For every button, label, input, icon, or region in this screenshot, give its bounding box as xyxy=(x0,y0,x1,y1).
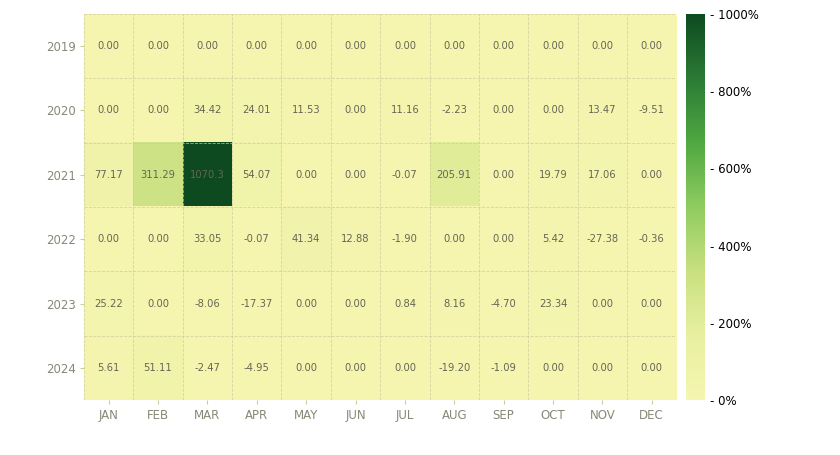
Text: 0.00: 0.00 xyxy=(246,41,268,51)
Text: 0.00: 0.00 xyxy=(394,363,416,373)
Text: 205.91: 205.91 xyxy=(437,170,472,180)
Text: 0.00: 0.00 xyxy=(344,299,366,308)
Text: 0.00: 0.00 xyxy=(147,299,169,308)
Text: 0.00: 0.00 xyxy=(492,41,515,51)
Text: -0.07: -0.07 xyxy=(244,234,270,244)
Text: 1070.3: 1070.3 xyxy=(190,170,225,180)
Text: 33.05: 33.05 xyxy=(193,234,222,244)
Text: 41.34: 41.34 xyxy=(292,234,320,244)
Text: 0.00: 0.00 xyxy=(641,299,663,308)
Text: 0.00: 0.00 xyxy=(492,234,515,244)
Text: 5.42: 5.42 xyxy=(542,234,564,244)
Text: 17.06: 17.06 xyxy=(588,170,617,180)
Text: -9.51: -9.51 xyxy=(638,106,664,115)
Text: 23.34: 23.34 xyxy=(538,299,567,308)
Text: -27.38: -27.38 xyxy=(586,234,618,244)
Text: 25.22: 25.22 xyxy=(94,299,123,308)
Text: 0.00: 0.00 xyxy=(641,41,663,51)
Text: -2.47: -2.47 xyxy=(195,363,220,373)
Text: 0.00: 0.00 xyxy=(542,41,564,51)
Text: 54.07: 54.07 xyxy=(243,170,271,180)
Text: 0.00: 0.00 xyxy=(492,170,515,180)
Text: 0.00: 0.00 xyxy=(197,41,218,51)
Text: 0.00: 0.00 xyxy=(492,106,515,115)
Text: -1.90: -1.90 xyxy=(392,234,417,244)
Text: 0.00: 0.00 xyxy=(591,41,613,51)
Text: 0.00: 0.00 xyxy=(344,41,366,51)
Text: 5.61: 5.61 xyxy=(97,363,120,373)
Text: -4.95: -4.95 xyxy=(244,363,270,373)
Text: -1.09: -1.09 xyxy=(491,363,517,373)
Text: -8.06: -8.06 xyxy=(195,299,220,308)
Text: 0.00: 0.00 xyxy=(97,106,119,115)
Text: 0.00: 0.00 xyxy=(147,234,169,244)
Text: 12.88: 12.88 xyxy=(341,234,370,244)
Text: 0.00: 0.00 xyxy=(591,363,613,373)
Text: 0.00: 0.00 xyxy=(295,363,318,373)
Text: 0.00: 0.00 xyxy=(542,363,564,373)
Text: 0.00: 0.00 xyxy=(147,41,169,51)
Text: 0.00: 0.00 xyxy=(295,170,318,180)
Text: 0.00: 0.00 xyxy=(97,41,119,51)
Text: 0.84: 0.84 xyxy=(394,299,416,308)
Text: -4.70: -4.70 xyxy=(491,299,517,308)
Text: 77.17: 77.17 xyxy=(94,170,123,180)
Text: -19.20: -19.20 xyxy=(438,363,470,373)
Text: 0.00: 0.00 xyxy=(97,234,119,244)
Text: 34.42: 34.42 xyxy=(193,106,222,115)
Text: -0.07: -0.07 xyxy=(392,170,417,180)
Text: 311.29: 311.29 xyxy=(140,170,176,180)
Text: 8.16: 8.16 xyxy=(444,299,465,308)
Text: 13.47: 13.47 xyxy=(588,106,617,115)
Text: 0.00: 0.00 xyxy=(542,106,564,115)
Text: 19.79: 19.79 xyxy=(538,170,567,180)
Text: 0.00: 0.00 xyxy=(641,363,663,373)
Text: 0.00: 0.00 xyxy=(394,41,416,51)
Text: 0.00: 0.00 xyxy=(344,363,366,373)
Text: 0.00: 0.00 xyxy=(591,299,613,308)
Text: 0.00: 0.00 xyxy=(444,41,465,51)
Text: 0.00: 0.00 xyxy=(344,170,366,180)
Text: 0.00: 0.00 xyxy=(444,234,465,244)
Text: 51.11: 51.11 xyxy=(144,363,172,373)
Text: 11.16: 11.16 xyxy=(391,106,419,115)
Text: 0.00: 0.00 xyxy=(295,299,318,308)
Text: 24.01: 24.01 xyxy=(243,106,271,115)
Text: 11.53: 11.53 xyxy=(291,106,320,115)
Y-axis label: Years: Years xyxy=(0,188,4,226)
Text: 0.00: 0.00 xyxy=(147,106,169,115)
Text: 0.00: 0.00 xyxy=(641,170,663,180)
Text: 0.00: 0.00 xyxy=(295,41,318,51)
Text: -0.36: -0.36 xyxy=(639,234,664,244)
Text: -2.23: -2.23 xyxy=(441,106,467,115)
Text: 0.00: 0.00 xyxy=(344,106,366,115)
Text: -17.37: -17.37 xyxy=(240,299,273,308)
